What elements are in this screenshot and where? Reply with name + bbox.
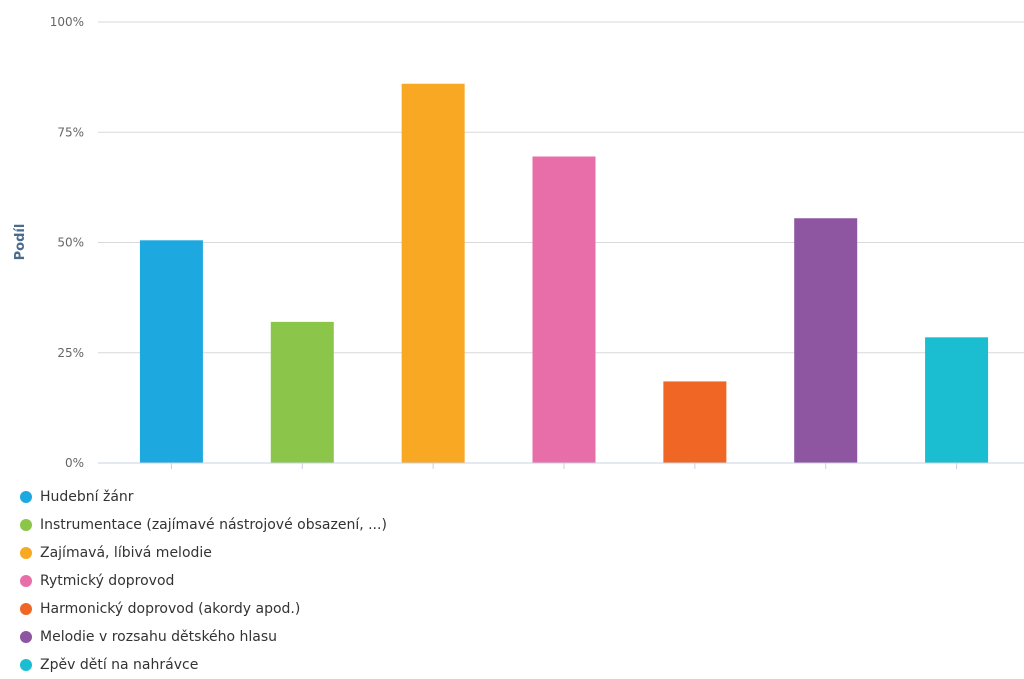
legend-item[interactable]: Hudební žánr <box>20 483 387 511</box>
chart-legend: Hudební žánr Instrumentace (zajímavé nást… <box>20 483 387 679</box>
legend-swatch <box>20 519 32 531</box>
legend-swatch <box>20 491 32 503</box>
y-axis-label: Podíl <box>13 224 28 261</box>
x-axis-ticks <box>170 463 958 469</box>
bar <box>532 156 596 463</box>
bar <box>663 381 727 463</box>
bar <box>794 218 858 463</box>
legend-item[interactable]: Instrumentace (zajímavé nástrojové obsaz… <box>20 511 387 539</box>
legend-item[interactable]: Melodie v rozsahu dětského hlasu <box>20 623 387 651</box>
legend-swatch <box>20 547 32 559</box>
y-tick-label: 50% <box>57 236 84 250</box>
bar <box>270 321 334 463</box>
legend-label: Rytmický doprovod <box>40 573 175 589</box>
legend-label: Hudební žánr <box>40 489 134 505</box>
legend-item[interactable]: Zpěv dětí na nahrávce <box>20 651 387 679</box>
legend-item[interactable]: Harmonický doprovod (akordy apod.) <box>20 595 387 623</box>
legend-item[interactable]: Rytmický doprovod <box>20 567 387 595</box>
legend-label: Zajímavá, líbivá melodie <box>40 545 212 561</box>
bar <box>925 337 989 463</box>
legend-label: Instrumentace (zajímavé nástrojové obsaz… <box>40 517 387 533</box>
legend-swatch <box>20 631 32 643</box>
legend-swatch <box>20 659 32 671</box>
y-tick-label: 25% <box>57 346 84 360</box>
bar-chart: 0% 25% 50% 75% 100% Podíl <box>13 15 1024 470</box>
legend-label: Melodie v rozsahu dětského hlasu <box>40 629 278 645</box>
y-tick-label: 0% <box>65 456 84 470</box>
legend-item[interactable]: Zajímavá, líbivá melodie <box>20 539 387 567</box>
legend-label: Harmonický doprovod (akordy apod.) <box>40 601 301 617</box>
y-tick-label: 75% <box>57 125 84 139</box>
bar <box>139 240 203 463</box>
y-axis-ticks: 0% 25% 50% 75% 100% <box>50 15 84 470</box>
legend-label: Zpěv dětí na nahrávce <box>40 657 199 673</box>
legend-swatch <box>20 603 32 615</box>
bar <box>401 83 465 464</box>
legend-swatch <box>20 575 32 587</box>
bars <box>139 83 989 464</box>
y-tick-label: 100% <box>50 15 84 29</box>
